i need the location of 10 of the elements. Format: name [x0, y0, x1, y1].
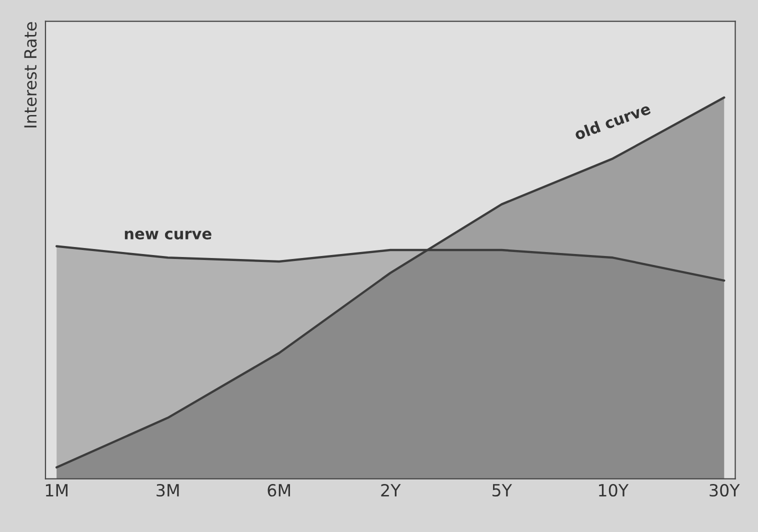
x-tick-label: 30Y: [710, 484, 740, 497]
text: old curve: [573, 102, 652, 140]
x-tick-label: 10Y: [599, 484, 629, 497]
y-axis-title: Interest Rate: [24, 22, 37, 128]
x-tick-label: 6M: [268, 484, 290, 497]
x-tick-label: 5Y: [492, 484, 512, 497]
series-label: new curve: [124, 230, 212, 240]
x-tick-label: 1M: [46, 484, 68, 496]
x-tick-label: 2Y: [381, 484, 401, 496]
x-tick-label: 3M: [156, 484, 179, 497]
